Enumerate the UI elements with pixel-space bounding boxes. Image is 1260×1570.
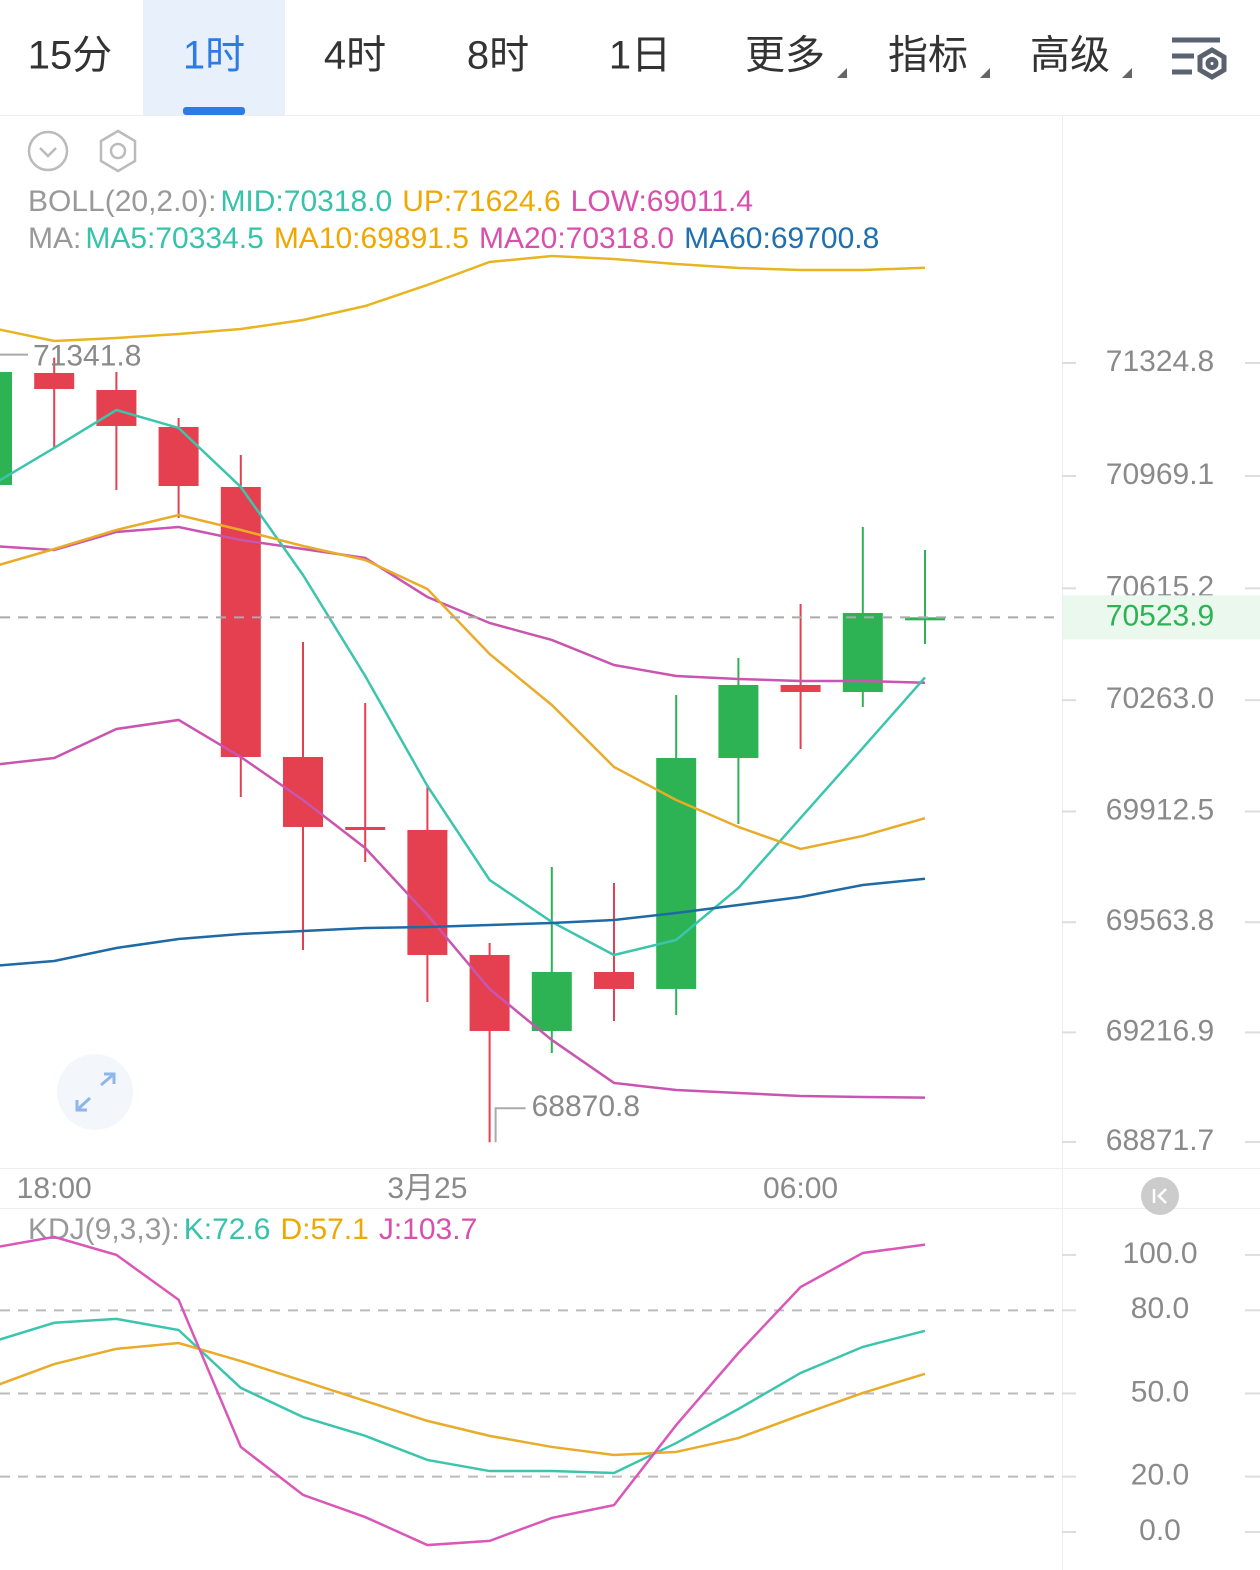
candle-body [656, 757, 697, 989]
tab[interactable]: 更多 [745, 34, 825, 78]
min-pointer [494, 1107, 526, 1143]
candle-body [34, 372, 75, 389]
y-tick-label: 71324.8 [1106, 345, 1214, 378]
legend-entry: MA10:69891.5 [274, 222, 469, 255]
tab[interactable]: 高级 [1030, 34, 1110, 78]
candle-body [345, 826, 386, 830]
indicator-line [0, 1341, 926, 1457]
collapse-icon[interactable] [27, 130, 69, 172]
legend-entry: MID:70318.0 [220, 185, 392, 218]
settings-icon[interactable] [1172, 37, 1227, 80]
indicator-line [0, 408, 926, 957]
candle-body [407, 829, 448, 955]
y-tick-label: 69563.8 [1106, 904, 1214, 937]
legend-entry: MA60:69700.8 [684, 222, 879, 255]
indicator-line [0, 1317, 926, 1475]
tab[interactable]: 15分 [28, 34, 113, 78]
indicator-line [0, 254, 926, 343]
legend-entry: D:57.1 [280, 1213, 368, 1246]
tab-selected-bg [143, 0, 285, 115]
x-tick-label: 3月25 [387, 1172, 467, 1205]
indicator-line [0, 525, 926, 684]
y-tick-label: 80.0 [1131, 1292, 1189, 1325]
expand-button[interactable] [57, 1054, 133, 1130]
tab[interactable]: 8时 [467, 34, 529, 78]
candle-body [0, 371, 12, 485]
candle-body [158, 426, 199, 486]
indicator-line [0, 877, 926, 967]
tab[interactable]: 4时 [324, 34, 386, 78]
legend-entry: UP:71624.6 [402, 185, 560, 218]
y-tick-label: 68871.7 [1106, 1124, 1214, 1157]
candle-body [842, 612, 883, 692]
indicator-line [0, 513, 926, 851]
legend: MA: MA5:70334.5 MA10:69891.5 MA20:70318.0 MA… [28, 222, 879, 255]
y-tick-label: 20.0 [1131, 1459, 1189, 1492]
candle-body [220, 486, 261, 757]
legend-entry: LOW:69011.4 [571, 185, 753, 218]
dropdown-arrow [1122, 68, 1132, 78]
candle-body [905, 617, 945, 621]
y-tick-label: 69216.9 [1106, 1014, 1214, 1047]
settings-hex[interactable] [99, 129, 137, 173]
legend-entry: MA5:70334.5 [85, 222, 263, 255]
candle-body [96, 389, 137, 426]
x-tick-label: 06:00 [763, 1172, 838, 1205]
candle-body [283, 756, 323, 827]
indicator-line [0, 718, 926, 1099]
x-tick-label: 18:00 [17, 1172, 92, 1205]
legend-entry: J:103.7 [379, 1213, 477, 1246]
y-tick-label: 69912.5 [1106, 793, 1214, 826]
dropdown-arrow [980, 68, 990, 78]
tab-underline [183, 107, 245, 115]
tab[interactable]: 1日 [609, 34, 671, 78]
y-tick-label: 70969.1 [1106, 458, 1214, 491]
candle-body [469, 954, 510, 1031]
dropdown-arrow [837, 68, 847, 78]
y-tick-label: 100.0 [1122, 1237, 1197, 1270]
y-tick-label: 70263.0 [1106, 682, 1214, 715]
indicator-line [0, 1235, 926, 1547]
price-label-bg [1063, 595, 1260, 640]
max-label: 71341.8 [33, 340, 141, 373]
settings-hex-dot [109, 142, 127, 160]
tab[interactable]: 1时 [183, 34, 245, 78]
legend-title: KDJ(9,3,3): [28, 1213, 180, 1246]
candle-body [594, 971, 634, 989]
tab[interactable]: 指标 [888, 34, 968, 78]
legend-title: MA: [28, 222, 81, 255]
legend: BOLL(20,2.0): MID:70318.0 UP:71624.6 LOW:69… [28, 185, 753, 218]
y-tick-label: 0.0 [1139, 1514, 1181, 1547]
legend-entry: K:72.6 [184, 1213, 271, 1246]
legend-title: BOLL(20,2.0): [28, 185, 216, 218]
y-tick-label: 50.0 [1131, 1375, 1189, 1408]
candle-body [780, 684, 821, 692]
scroll-end-button[interactable] [1141, 1177, 1179, 1215]
legend-entry: MA20:70318.0 [479, 222, 674, 255]
price-label: 70523.9 [1106, 599, 1214, 632]
candle-body [531, 971, 572, 1031]
candle-body [718, 684, 759, 758]
legend: KDJ(9,3,3): K:72.6 D:57.1 J:103.7 [28, 1213, 477, 1246]
min-label: 68870.8 [532, 1090, 640, 1123]
